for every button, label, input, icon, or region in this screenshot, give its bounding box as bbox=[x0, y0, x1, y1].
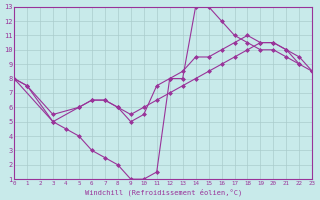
X-axis label: Windchill (Refroidissement éolien,°C): Windchill (Refroidissement éolien,°C) bbox=[84, 188, 242, 196]
